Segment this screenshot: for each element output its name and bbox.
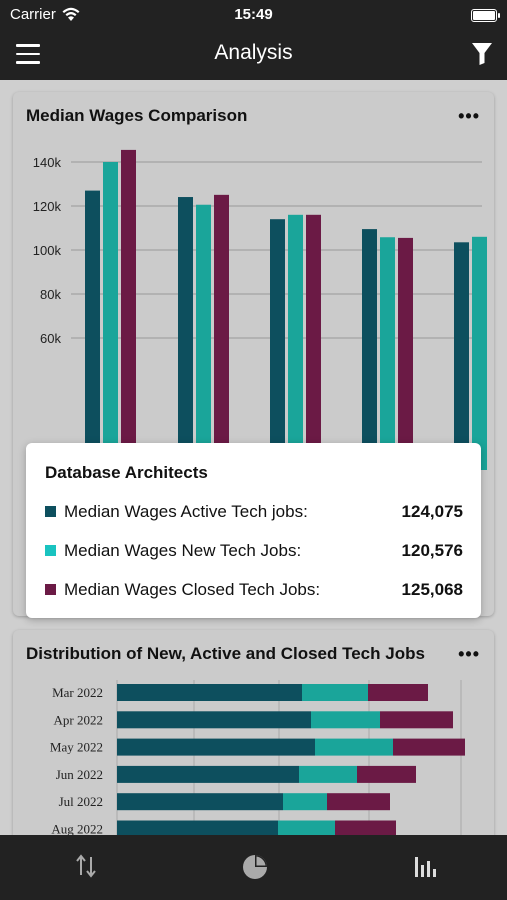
stacked-bar-segment [117,684,302,701]
analysis-content[interactable]: Median Wages Comparison ••• 60k 80k 100k 12… [0,80,507,835]
bar [103,162,118,470]
median-wages-title: Median Wages Comparison [26,106,248,125]
bar [85,190,100,470]
chart-tooltip: Database Architects Median Wages Active … [26,443,481,618]
distribution-card: Distribution of New, Active and Closed T… [13,630,494,835]
wifi-icon [62,7,80,21]
bar [398,237,413,470]
carrier-label: Carrier [10,6,56,23]
tooltip-value: 120,576 [401,541,463,560]
tooltip-swatch [45,545,56,557]
y-category-label: Aug 2022 [51,822,103,836]
y-tick-label: 100k [33,243,62,258]
page-title: Analysis [214,41,293,64]
stacked-bar-segment [380,711,453,729]
stacked-bar-segment [299,765,357,783]
filter-icon[interactable] [471,42,493,66]
menu-icon[interactable] [16,44,40,64]
bar-chart-icon[interactable] [414,853,436,879]
y-tick-label: 140k [33,155,62,170]
clock: 15:49 [234,6,273,23]
tooltip-value: 125,068 [401,580,463,599]
stacked-bar-segment [117,738,315,756]
stacked-bar-segment [393,738,465,756]
more-options-icon[interactable]: ••• [458,644,480,664]
battery-icon [471,9,500,22]
bar [454,242,469,470]
tooltip-row: Median Wages New Tech Jobs: 120,576 [45,541,463,561]
tooltip-row: Median Wages Active Tech jobs: 124,075 [45,502,463,522]
tooltip-swatch [45,584,56,596]
bar [178,197,193,470]
tooltip-value: 124,075 [401,502,463,521]
stacked-bar-segment [283,793,327,811]
status-bar: Carrier 15:49 [0,0,507,30]
distribution-chart[interactable]: Mar 2022 Apr 2022 May 2022 Jun 2022 Jul 2022… [13,630,494,835]
tab-bar [0,835,507,900]
bar [380,237,395,470]
y-tick-label: 60k [40,331,61,346]
stacked-bar-segment [315,738,393,756]
bar [306,214,321,470]
stacked-bar-segment [117,711,311,729]
bar [214,194,229,470]
bar [121,149,136,470]
y-tick-label: 80k [40,287,61,302]
nav-bar: Analysis [0,30,507,80]
bar [362,229,377,470]
distribution-title: Distribution of New, Active and Closed T… [26,644,425,663]
stacked-bar-segment [117,820,278,835]
more-options-icon[interactable]: ••• [458,106,480,126]
stacked-bar-segment [357,765,416,783]
y-tick-label: 120k [33,199,62,214]
stacked-bar-segment [117,765,299,783]
bar [472,236,487,470]
stacked-bar-segment [278,820,335,835]
stacked-bar-segment [327,793,390,811]
bar [196,204,211,471]
y-category-label: May 2022 [50,740,103,755]
tooltip-swatch [45,506,56,518]
tooltip-title: Database Architects [45,463,208,482]
bar [270,219,285,470]
stacked-bar-segment [311,711,380,729]
stacked-bar-segment [368,684,428,701]
y-category-label: Apr 2022 [54,712,103,727]
median-wages-chart[interactable]: 60k 80k 100k 120k 140k [13,92,494,616]
y-category-label: Jun 2022 [56,767,103,782]
tooltip-label: Median Wages Closed Tech Jobs: [64,580,321,599]
stacked-bar-segment [117,793,283,811]
y-category-label: Mar 2022 [52,685,103,700]
tooltip-row: Median Wages Closed Tech Jobs: 125,068 [45,580,463,600]
pie-chart-icon[interactable] [241,853,269,881]
stacked-bar-segment [335,820,396,835]
stacked-bar-segment [302,684,368,701]
sort-arrows-icon[interactable] [76,853,96,879]
tooltip-label: Median Wages Active Tech jobs: [64,502,308,521]
bar [288,214,303,470]
y-category-label: Jul 2022 [59,794,103,809]
tooltip-label: Median Wages New Tech Jobs: [64,541,302,560]
